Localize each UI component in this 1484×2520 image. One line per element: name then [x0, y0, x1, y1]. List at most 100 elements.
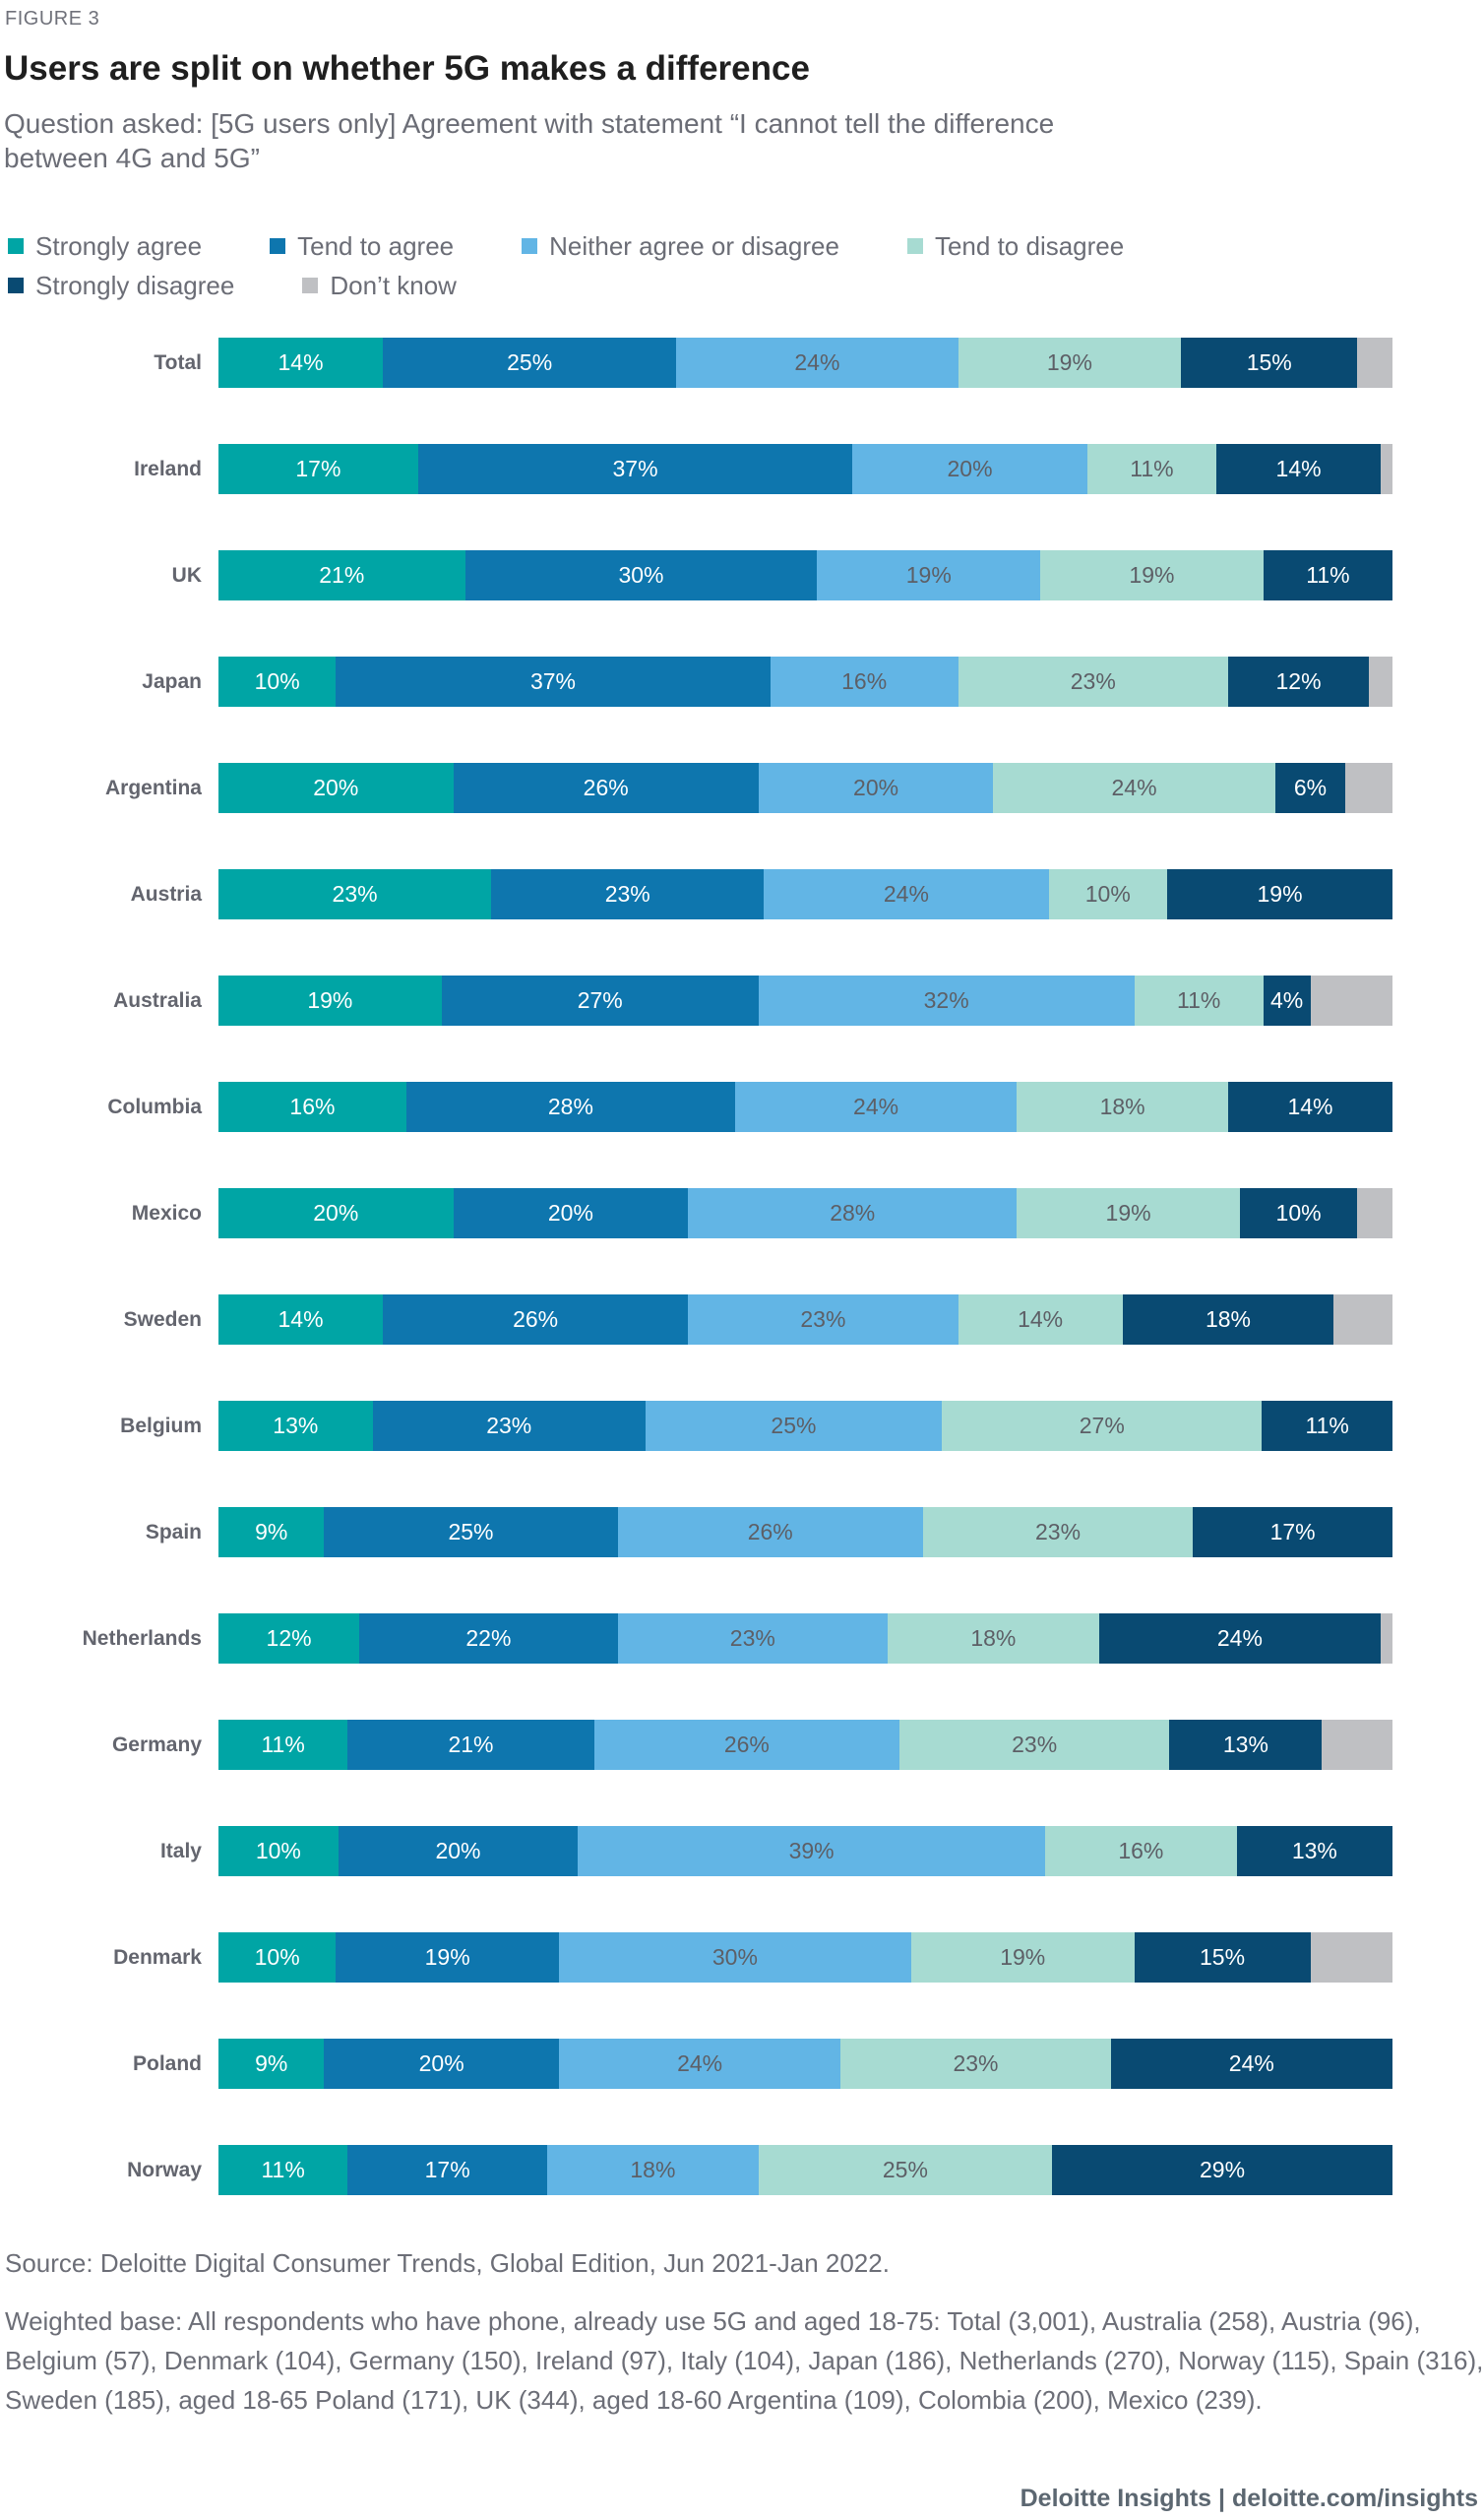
bar-segment: 14% — [1227, 1082, 1392, 1132]
bar-segment: 13% — [1169, 1720, 1323, 1770]
bar: 12% 22% 23% 18% 24% — [218, 1613, 1392, 1664]
bar-value-label: 18% — [1099, 1094, 1145, 1119]
bar-segment: 23% — [372, 1401, 646, 1451]
bar-segment: 10% — [218, 1932, 337, 1983]
bar-value-label: 28% — [547, 1094, 593, 1119]
bar-segment: 23% — [218, 869, 492, 919]
bar-segment: 23% — [958, 657, 1228, 707]
bar-value-label: 23% — [1034, 1519, 1082, 1544]
bar-value-label: 20% — [853, 775, 899, 800]
source-note: Source: Deloitte Digital Consumer Trends… — [5, 2248, 890, 2278]
bar-segment: 37% — [417, 444, 853, 494]
legend-item: Tend to disagree — [906, 231, 1124, 262]
legend-label: Don’t know — [330, 270, 457, 300]
row-label: Mexico — [131, 1201, 202, 1225]
bar-segment: 9% — [218, 1507, 325, 1557]
bar-value-label: 10% — [254, 668, 300, 694]
bar-segment: 11% — [1134, 976, 1264, 1026]
bar-value-label: 24% — [1216, 1625, 1263, 1651]
bar-value-label: 24% — [677, 2050, 723, 2076]
bar-segment: 23% — [898, 1720, 1170, 1770]
bar-value-label: 16% — [1118, 1838, 1164, 1863]
bar-value-label: 11% — [1305, 1413, 1349, 1438]
bar-segment: 20% — [218, 763, 454, 813]
bar-value-label: 23% — [1012, 1732, 1058, 1757]
bar-segment: 16% — [1044, 1826, 1237, 1876]
bar-value-label: 23% — [486, 1413, 532, 1438]
bar-value-label: 19% — [1105, 1200, 1151, 1226]
bar-value-label: 19% — [1000, 1944, 1046, 1970]
question-subtitle: Question asked: [5G users only] Agreemen… — [4, 106, 1054, 175]
bar-value-label: 11% — [1177, 987, 1221, 1013]
chart-row: Norway 11% 17% 18% 25% 29% — [0, 2145, 1484, 2195]
legend-row: Strongly agree Tend to agree Neither agree… — [8, 226, 1124, 266]
bar-value-label: 20% — [947, 456, 993, 481]
bar-value-label: 27% — [1079, 1413, 1125, 1438]
row-label: UK — [171, 563, 202, 587]
bar: 10% 20% 39% 16% 13% — [218, 1826, 1392, 1876]
bar-value-label: 11% — [1306, 562, 1350, 588]
row-label: Austria — [130, 882, 202, 906]
bar-segment: 25% — [324, 1507, 618, 1557]
bar-value-label: 25% — [771, 1413, 817, 1438]
weighted-base-line-3: Sweden (185), aged 18-65 Poland (171), U… — [5, 2385, 1263, 2415]
bar-value-label: 21% — [448, 1732, 494, 1757]
bar-value-label: 23% — [1070, 668, 1116, 694]
weighted-base-line-1: Weighted base: All respondents who have … — [5, 2306, 1421, 2336]
bar-value-label: 18% — [630, 2157, 676, 2182]
legend-label: Tend to agree — [297, 230, 455, 261]
bar-value-label: 20% — [547, 1200, 593, 1226]
bar-segment — [1369, 657, 1392, 707]
bar-segment: 20% — [324, 2039, 559, 2089]
bar-segment: 28% — [688, 1188, 1018, 1238]
bar-value-label: 12% — [266, 1625, 312, 1651]
bar-value-label: 23% — [729, 1625, 775, 1651]
row-label: Australia — [113, 988, 202, 1012]
bar: 20% 26% 20% 24% 6% — [218, 763, 1392, 813]
bar-segment: 24% — [993, 763, 1275, 813]
bar-segment: 15% — [1134, 1932, 1311, 1983]
bar-segment: 19% — [336, 1932, 559, 1983]
bar-segment — [1357, 338, 1392, 388]
bar-value-label: 11% — [1130, 456, 1174, 481]
row-label: Total — [154, 350, 202, 374]
bar-value-label: 26% — [723, 1732, 770, 1757]
row-label: Germany — [111, 1732, 202, 1756]
bar: 9% 20% 24% 23% 24% — [218, 2039, 1392, 2089]
bar-segment: 14% — [958, 1294, 1123, 1345]
bar-segment: 30% — [558, 1932, 911, 1983]
bar-segment: 11% — [1262, 1401, 1392, 1451]
bar-value-label: 10% — [254, 1944, 300, 1970]
bar-segment — [1310, 976, 1393, 1026]
bar-value-label: 37% — [612, 456, 658, 481]
bar-value-label: 17% — [424, 2157, 470, 2182]
bar-segment: 20% — [758, 763, 994, 813]
bar-value-label: 6% — [1293, 775, 1328, 800]
bar-value-label: 16% — [289, 1094, 336, 1119]
legend-swatch-icon — [8, 238, 24, 254]
bar: 16% 28% 24% 18% 14% — [218, 1082, 1392, 1132]
bar-segment: 29% — [1052, 2145, 1392, 2195]
figure-label: FIGURE 3 — [5, 8, 100, 30]
bar-segment: 28% — [405, 1082, 735, 1132]
bar-value-label: 24% — [883, 881, 929, 907]
legend-item: Don’t know — [302, 271, 457, 301]
chart-row: Belgium 13% 23% 25% 27% 11% — [0, 1401, 1484, 1451]
bar-segment: 20% — [852, 444, 1087, 494]
legend-label: Strongly agree — [35, 230, 203, 261]
bar-value-label: 14% — [278, 349, 324, 375]
chart-row: Sweden 14% 26% 23% 14% 18% — [0, 1294, 1484, 1345]
bar-value-label: 10% — [1084, 881, 1131, 907]
bar-segment: 11% — [1086, 444, 1217, 494]
bar-segment: 39% — [578, 1826, 1045, 1876]
bar-value-label: 4% — [1270, 987, 1304, 1013]
deloitte-insights-branding: Deloitte Insights | deloitte.com/insight… — [1020, 2485, 1478, 2512]
chart-row: Ireland 17% 37% 20% 11% 14% — [0, 444, 1484, 494]
bar: 14% 26% 23% 14% 18% — [218, 1294, 1392, 1345]
row-label: Italy — [159, 1839, 202, 1862]
bar-segment — [1310, 1932, 1393, 1983]
row-label: Ireland — [134, 457, 202, 480]
chart-row: Poland 9% 20% 24% 23% 24% — [0, 2039, 1484, 2089]
bar-value-label: 20% — [418, 2050, 464, 2076]
bar: 17% 37% 20% 11% 14% — [218, 444, 1392, 494]
